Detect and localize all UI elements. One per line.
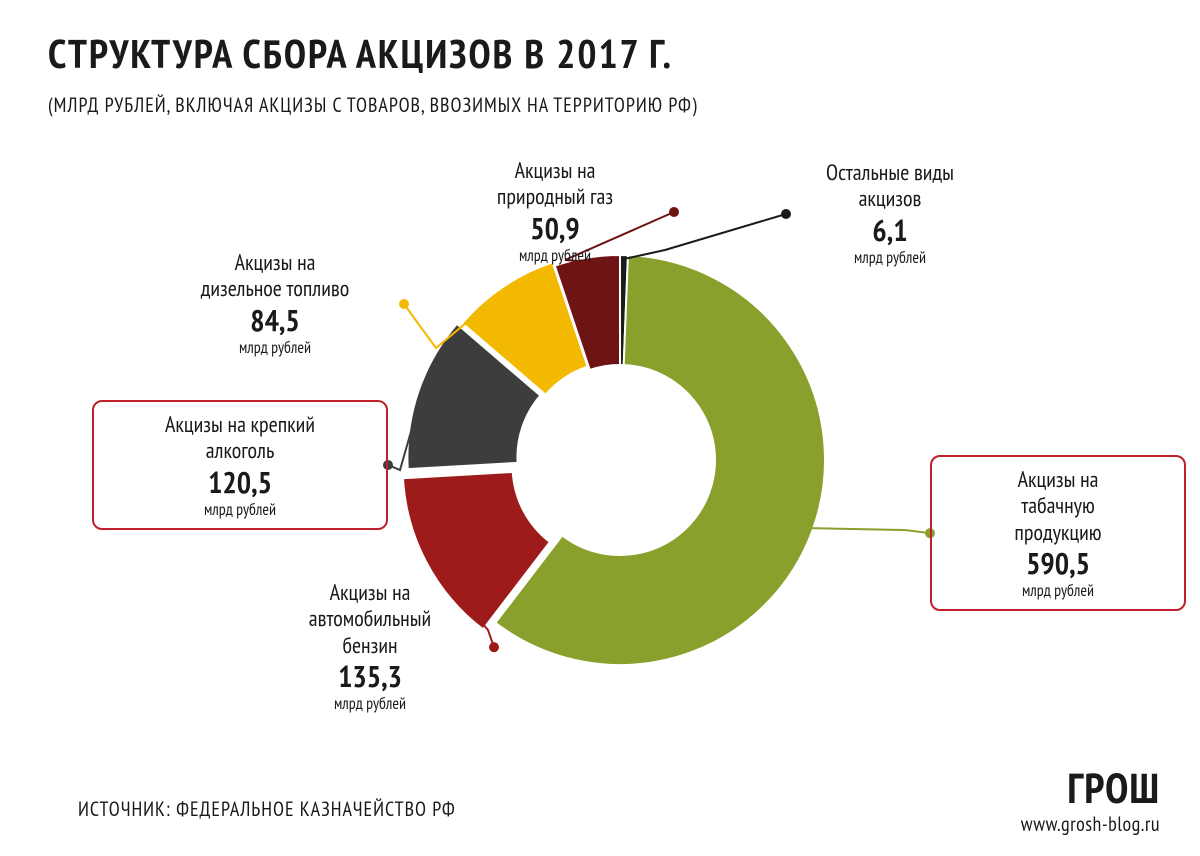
page: СТРУКТУРА СБОРА АКЦИЗОВ В 2017 Г. (МЛРД … <box>0 0 1200 856</box>
callout-label: Акцизы на крепкийалкоголь <box>110 412 370 465</box>
callout-unit: млрд рублей <box>790 249 990 268</box>
callout-label: Остальные видыакцизов <box>790 160 990 213</box>
callout-petrol: Акцизы наавтомобильныйбензин135,3млрд ру… <box>250 580 490 714</box>
callout-label: Акцизы надизельное топливо <box>150 250 400 303</box>
leader-dot-diesel <box>399 299 409 309</box>
callout-other: Остальные видыакцизов6,1млрд рублей <box>790 160 990 268</box>
brand-block: ГРОШ www.grosh-blog.ru <box>1021 760 1160 837</box>
callout-value: 120,5 <box>110 465 370 501</box>
callout-label: Акцизы натабачнуюпродукцию <box>948 467 1168 546</box>
callout-value: 6,1 <box>790 213 990 249</box>
callout-alcohol: Акцизы на крепкийалкоголь120,5млрд рубле… <box>92 400 388 530</box>
callout-unit: млрд рублей <box>150 339 400 358</box>
leader-tobacco <box>809 528 930 533</box>
callout-value: 84,5 <box>150 303 400 339</box>
callout-unit: млрд рублей <box>250 695 490 714</box>
callout-gas: Акцизы наприродный газ50,9млрд рублей <box>440 158 670 266</box>
callout-value: 590,5 <box>948 546 1168 582</box>
callout-unit: млрд рублей <box>948 582 1168 601</box>
source-text: ИСТОЧНИК: ФЕДЕРАЛЬНОЕ КАЗНАЧЕЙСТВО РФ <box>78 796 456 822</box>
callout-value: 135,3 <box>250 659 490 695</box>
leader-dot-petrol <box>489 642 499 652</box>
callout-tobacco: Акцизы натабачнуюпродукцию590,5млрд рубл… <box>930 455 1186 611</box>
callout-diesel: Акцизы надизельное топливо84,5млрд рубле… <box>150 250 400 358</box>
callout-label: Акцизы наавтомобильныйбензин <box>250 580 490 659</box>
leader-dot-gas <box>669 207 679 217</box>
callout-unit: млрд рублей <box>440 247 670 266</box>
brand-url: www.grosh-blog.ru <box>1021 811 1160 837</box>
brand-logo: ГРОШ <box>1021 760 1160 815</box>
callout-label: Акцизы наприродный газ <box>440 158 670 211</box>
callout-value: 50,9 <box>440 211 670 247</box>
callout-unit: млрд рублей <box>110 501 370 520</box>
